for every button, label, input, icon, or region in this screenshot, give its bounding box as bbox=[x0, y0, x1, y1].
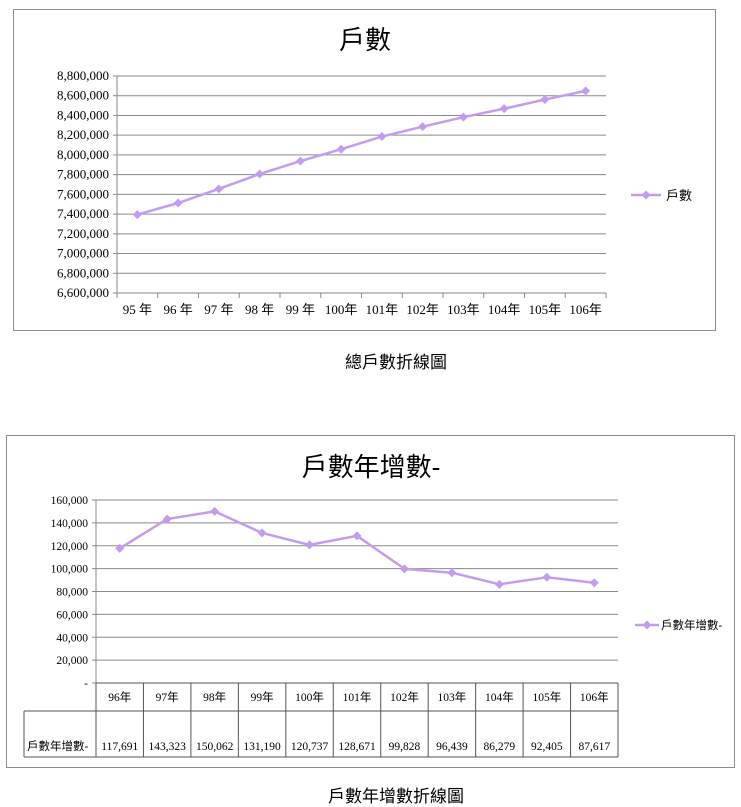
y-tick-label: 7,600,000 bbox=[57, 186, 109, 201]
x-tick-label: 101年 bbox=[366, 302, 399, 317]
data-point bbox=[162, 514, 172, 524]
data-label: 96,439 bbox=[436, 741, 468, 753]
data-label: 150,062 bbox=[196, 741, 234, 753]
y-tick-label: 7,200,000 bbox=[57, 226, 109, 241]
chart-title: 戶數年增數- bbox=[302, 453, 441, 483]
data-point bbox=[418, 122, 428, 132]
y-tick-label: 6,800,000 bbox=[57, 265, 109, 280]
chart-2-caption: 戶數年增數折線圖 bbox=[328, 787, 464, 807]
x-tick-label: 99年 bbox=[251, 690, 274, 704]
data-point bbox=[115, 543, 125, 553]
x-tick-label: 104年 bbox=[488, 302, 521, 317]
data-point bbox=[494, 579, 504, 589]
x-tick-label: 95 年 bbox=[123, 302, 152, 317]
x-tick-label: 98年 bbox=[203, 690, 226, 704]
data-point bbox=[255, 169, 265, 179]
data-label: 86,279 bbox=[484, 741, 516, 753]
legend-label: 戶數 bbox=[666, 189, 692, 204]
x-tick-label: 105年 bbox=[532, 690, 561, 704]
data-point bbox=[589, 578, 599, 588]
legend-label: 戶數年增數- bbox=[661, 618, 722, 632]
data-point bbox=[173, 198, 183, 208]
data-point bbox=[540, 95, 550, 105]
x-tick-label: 105年 bbox=[529, 302, 562, 317]
legend-marker bbox=[641, 190, 651, 200]
y-tick-label: 40,000 bbox=[56, 632, 88, 644]
legend-marker bbox=[642, 620, 652, 630]
x-tick-label: 103年 bbox=[447, 302, 480, 317]
y-tick-label: - bbox=[84, 678, 88, 690]
x-tick-label: 96年 bbox=[108, 690, 131, 704]
x-tick-label: 100年 bbox=[325, 302, 358, 317]
data-point bbox=[352, 531, 362, 541]
x-tick-label: 96 年 bbox=[163, 302, 192, 317]
x-tick-label: 102年 bbox=[406, 302, 439, 317]
y-tick-label: 7,000,000 bbox=[57, 246, 109, 261]
chart-2-panel: 戶數年增數- - 20,000 40,000 60,000 80,000 100,000 12… bbox=[6, 435, 735, 768]
chart-1-svg: 戶數 6,600,000 6,800,000 7,000,000 7,200,000 7,… bbox=[57, 26, 692, 317]
data-point bbox=[295, 156, 305, 166]
data-point bbox=[214, 184, 224, 194]
x-tick-label: 106年 bbox=[569, 302, 602, 317]
y-tick-label: 100,000 bbox=[51, 564, 89, 576]
data-point bbox=[132, 210, 142, 220]
data-point bbox=[257, 528, 267, 538]
data-point bbox=[210, 506, 220, 516]
x-tick-label: 97年 bbox=[156, 690, 179, 704]
data-point bbox=[458, 112, 468, 122]
chart-title: 戶數 bbox=[339, 26, 391, 56]
data-point bbox=[377, 132, 387, 142]
x-tick-label: 101年 bbox=[343, 690, 372, 704]
chart-2-svg: 戶數年增數- - 20,000 40,000 60,000 80,000 100,000 12… bbox=[23, 453, 722, 758]
y-tick-label: 7,400,000 bbox=[57, 206, 109, 221]
series-line-戶數年增數 bbox=[119, 510, 595, 586]
chart-1-caption: 總戶數折線圖 bbox=[345, 353, 447, 373]
x-tick-label: 97 年 bbox=[204, 302, 233, 317]
x-tick-label: 103年 bbox=[438, 690, 467, 704]
data-point bbox=[499, 104, 509, 114]
x-tick-label: 99 年 bbox=[286, 302, 315, 317]
x-tick-label: 102年 bbox=[390, 690, 419, 704]
y-tick-label: 20,000 bbox=[56, 655, 88, 667]
data-label: 131,190 bbox=[243, 741, 281, 753]
data-label: 143,323 bbox=[148, 741, 186, 753]
y-tick-label: 8,000,000 bbox=[57, 147, 109, 162]
data-point bbox=[399, 564, 409, 574]
table-row-header: 戶數年增數- bbox=[27, 739, 88, 753]
y-tick-label: 120,000 bbox=[51, 541, 89, 553]
data-point bbox=[581, 86, 591, 96]
x-tick-label: 98 年 bbox=[245, 302, 274, 317]
y-tick-label: 8,400,000 bbox=[57, 107, 109, 122]
data-point bbox=[305, 540, 315, 550]
data-point bbox=[336, 144, 346, 154]
data-point bbox=[447, 568, 457, 578]
y-tick-label: 60,000 bbox=[56, 609, 88, 621]
y-tick-label: 6,600,000 bbox=[57, 285, 109, 300]
data-label: 117,691 bbox=[101, 741, 138, 753]
data-label: 99,828 bbox=[389, 741, 421, 753]
data-point bbox=[542, 572, 552, 582]
y-tick-label: 140,000 bbox=[51, 518, 89, 530]
x-tick-label: 100年 bbox=[295, 690, 324, 704]
data-label: 120,737 bbox=[291, 741, 329, 753]
series-line-戶數 bbox=[137, 89, 586, 216]
x-tick-label: 106年 bbox=[580, 690, 609, 704]
data-label: 87,617 bbox=[578, 741, 610, 753]
y-tick-label: 160,000 bbox=[51, 495, 89, 507]
y-tick-label: 80,000 bbox=[56, 587, 88, 599]
chart-1-panel: 戶數 6,600,000 6,800,000 7,000,000 7,200,000 7,… bbox=[13, 9, 716, 331]
y-tick-label: 7,800,000 bbox=[57, 167, 109, 182]
x-tick-label: 104年 bbox=[485, 690, 514, 704]
data-label: 92,405 bbox=[531, 741, 563, 753]
y-tick-label: 8,600,000 bbox=[57, 88, 109, 103]
data-label: 128,671 bbox=[338, 741, 376, 753]
y-tick-label: 8,200,000 bbox=[57, 127, 109, 142]
y-tick-label: 8,800,000 bbox=[57, 68, 109, 83]
